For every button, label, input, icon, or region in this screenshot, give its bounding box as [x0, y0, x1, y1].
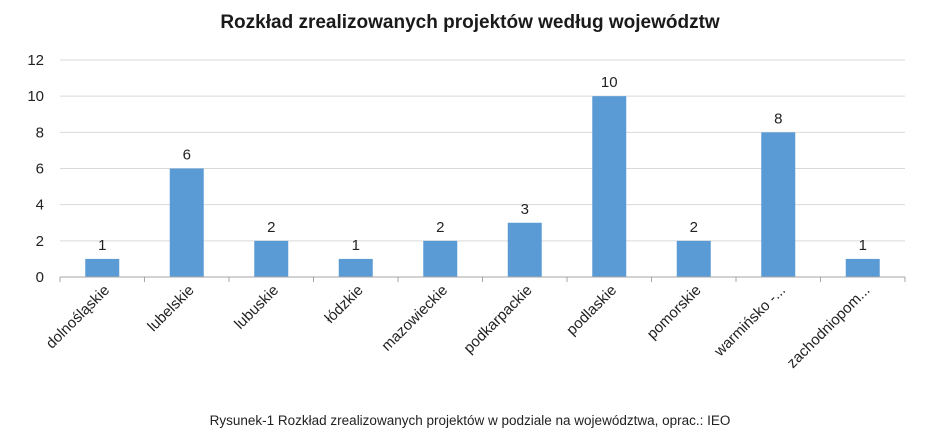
y-axis-ticks: 0 2 4 6 8 10 12 [27, 52, 44, 286]
bar [254, 240, 289, 277]
x-tick-label: podkarpackie [460, 282, 535, 357]
data-label: 10 [601, 74, 618, 91]
y-tick-label: 12 [27, 52, 44, 69]
bar [85, 258, 120, 277]
bar [423, 240, 458, 277]
data-labels: 1 6 2 1 2 3 10 2 8 1 [98, 74, 867, 254]
x-axis [59, 276, 906, 282]
data-label: 3 [521, 201, 529, 218]
x-tick-label: mazowieckie [378, 282, 451, 355]
x-tick-label: pomorskie [644, 282, 705, 343]
chart-title: Rozkład zrealizowanych projektów według … [220, 12, 720, 33]
y-tick-label: 4 [36, 197, 44, 214]
data-label: 1 [98, 237, 106, 254]
data-label: 2 [690, 219, 698, 236]
bar [592, 96, 627, 278]
x-tick-label: podlaskie [563, 282, 620, 339]
data-label: 1 [859, 237, 867, 254]
bar [845, 258, 880, 277]
figure-caption: Rysunek-1 Rozkład zrealizowanych projekt… [209, 413, 731, 428]
data-label: 1 [352, 237, 360, 254]
x-tick-label: dolnośląskie [43, 282, 113, 352]
bar [338, 258, 373, 277]
data-label: 8 [774, 110, 782, 127]
bar [676, 240, 711, 277]
y-tick-label: 2 [36, 233, 44, 250]
y-tick-label: 6 [36, 161, 44, 178]
bar [507, 222, 542, 277]
x-tick-label: warmińsko -... [710, 282, 789, 361]
x-axis-labels: dolnośląskie lubelskie lubuskie łódzkie mazo… [43, 282, 874, 372]
bar [761, 132, 796, 277]
data-label: 6 [183, 147, 191, 164]
y-tick-label: 8 [36, 124, 44, 141]
x-tick-label: lubelskie [144, 282, 197, 335]
x-tick-label: zachodniopom... [784, 282, 874, 372]
x-tick-label: łódzkie [322, 282, 367, 327]
bar [169, 168, 204, 277]
data-label: 2 [267, 219, 275, 236]
y-tick-label: 10 [27, 88, 44, 105]
bars [85, 96, 880, 278]
y-tick-label: 0 [36, 269, 44, 286]
data-label: 2 [436, 219, 444, 236]
x-tick-label: lubuskie [231, 282, 282, 333]
